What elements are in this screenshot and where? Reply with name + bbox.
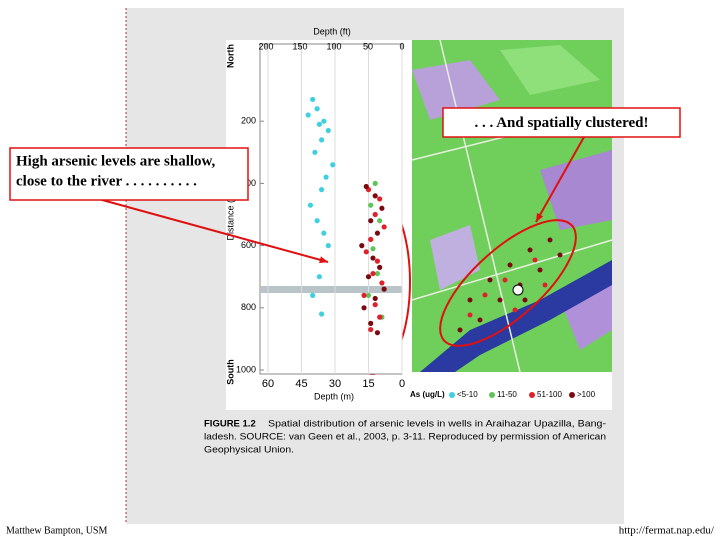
data-point: [365, 292, 372, 298]
x-tick-label: 30: [329, 378, 341, 390]
data-point: [361, 305, 367, 311]
data-point: [372, 302, 378, 308]
data-point: [312, 149, 318, 155]
caption-line: Spatial distribution of arsenic levels i…: [268, 419, 606, 430]
data-point: [316, 121, 322, 127]
x-tick-label: 15: [362, 378, 374, 390]
y-top-label: North: [225, 44, 235, 68]
plot-frame: [259, 43, 403, 375]
data-point: [323, 174, 329, 180]
caption-line: ladesh. SOURCE: van Geen et al., 2003, p…: [204, 432, 606, 443]
data-point: [374, 270, 381, 277]
data-point: [372, 180, 378, 186]
data-point: [330, 162, 336, 168]
x-axis-title: Depth (m): [314, 391, 354, 401]
data-point: [325, 243, 331, 249]
legend-swatch: [569, 392, 575, 398]
callout-box: [442, 107, 681, 138]
depth-band: [260, 286, 402, 293]
legend-label: <5-10: [457, 390, 478, 399]
data-point: [359, 243, 365, 249]
legend-label: 11-50: [497, 390, 517, 399]
data-point: [368, 218, 374, 224]
data-point: [321, 118, 327, 124]
legend-label: 51-100: [537, 390, 562, 399]
callout-text: close to the river . . . . . . . . . .: [16, 173, 197, 189]
data-point: [316, 274, 322, 280]
data-point: [368, 236, 374, 242]
y-tick-label: 600: [241, 240, 256, 250]
data-point: [314, 106, 320, 112]
caption-label: FIGURE 1.2: [204, 419, 256, 430]
map: [411, 39, 613, 373]
data-point: [377, 314, 383, 320]
callout-arrow: [94, 197, 329, 263]
footer-left: Matthew Bampton, USM: [6, 525, 107, 536]
arrow-head: [319, 256, 328, 264]
x2-tick-label: 200: [258, 41, 273, 51]
x2-axis-title: Depth (ft): [313, 26, 351, 36]
data-point: [368, 202, 374, 208]
data-point: [310, 96, 316, 103]
data-point: [368, 320, 374, 326]
data-point: [363, 183, 369, 190]
data-point: [379, 205, 385, 211]
legend-title: As (ug/L): [410, 390, 445, 399]
callout-box: [9, 147, 249, 201]
data-point: [377, 218, 383, 224]
data-point: [368, 326, 374, 333]
caption-line: Geophysical Union.: [204, 445, 294, 456]
x-tick-label: 60: [262, 378, 274, 390]
data-point: [361, 292, 367, 298]
data-point: [319, 187, 325, 193]
callout-arrow: [535, 136, 585, 223]
data-point: [372, 211, 378, 218]
x-tick-label: 0: [399, 378, 405, 390]
data-point: [370, 270, 376, 277]
data-point: [305, 112, 311, 118]
data-point: [377, 196, 383, 202]
legend-swatch: [489, 392, 495, 398]
y-axis-title: Distance (m): [225, 189, 235, 240]
data-point: [370, 246, 376, 252]
data-point: [365, 274, 372, 280]
y-tick-label: 800: [241, 302, 256, 312]
x2-tick-label: 150: [292, 41, 307, 51]
data-point: [374, 230, 381, 236]
legend-swatch: [529, 392, 535, 398]
data-point: [310, 292, 316, 298]
y-tick-label: 200: [241, 116, 256, 126]
footer-right: http://fermat.nap.edu/: [619, 525, 715, 537]
callout-text: High arsenic levels are shallow,: [16, 153, 216, 169]
x-tick-label: 45: [295, 378, 307, 390]
data-point: [381, 286, 387, 292]
arrow-head: [536, 213, 544, 222]
data-point: [319, 311, 325, 317]
legend-swatch: [449, 392, 455, 398]
data-point: [314, 218, 320, 224]
legend-label: >100: [577, 390, 596, 399]
y-bottom-label: South: [225, 359, 235, 385]
highlight-ellipse: [439, 219, 577, 347]
data-point: [370, 255, 376, 261]
x2-tick-label: 100: [326, 41, 341, 51]
data-point: [372, 193, 378, 199]
x2-tick-label: 50: [363, 41, 373, 51]
data-point: [307, 202, 314, 208]
data-point: [379, 280, 385, 286]
data-point: [325, 127, 331, 134]
y-tick-label: 1000: [236, 364, 256, 374]
data-point: [363, 249, 369, 255]
data-point: [374, 258, 381, 264]
data-point: [374, 330, 381, 336]
data-point: [321, 230, 327, 236]
data-point: [381, 224, 387, 230]
x2-tick-label: 0: [399, 41, 404, 51]
data-point: [372, 295, 378, 302]
data-point: [319, 137, 325, 143]
data-point: [377, 264, 383, 270]
callout-text: . . . And spatially clustered!: [475, 115, 649, 131]
